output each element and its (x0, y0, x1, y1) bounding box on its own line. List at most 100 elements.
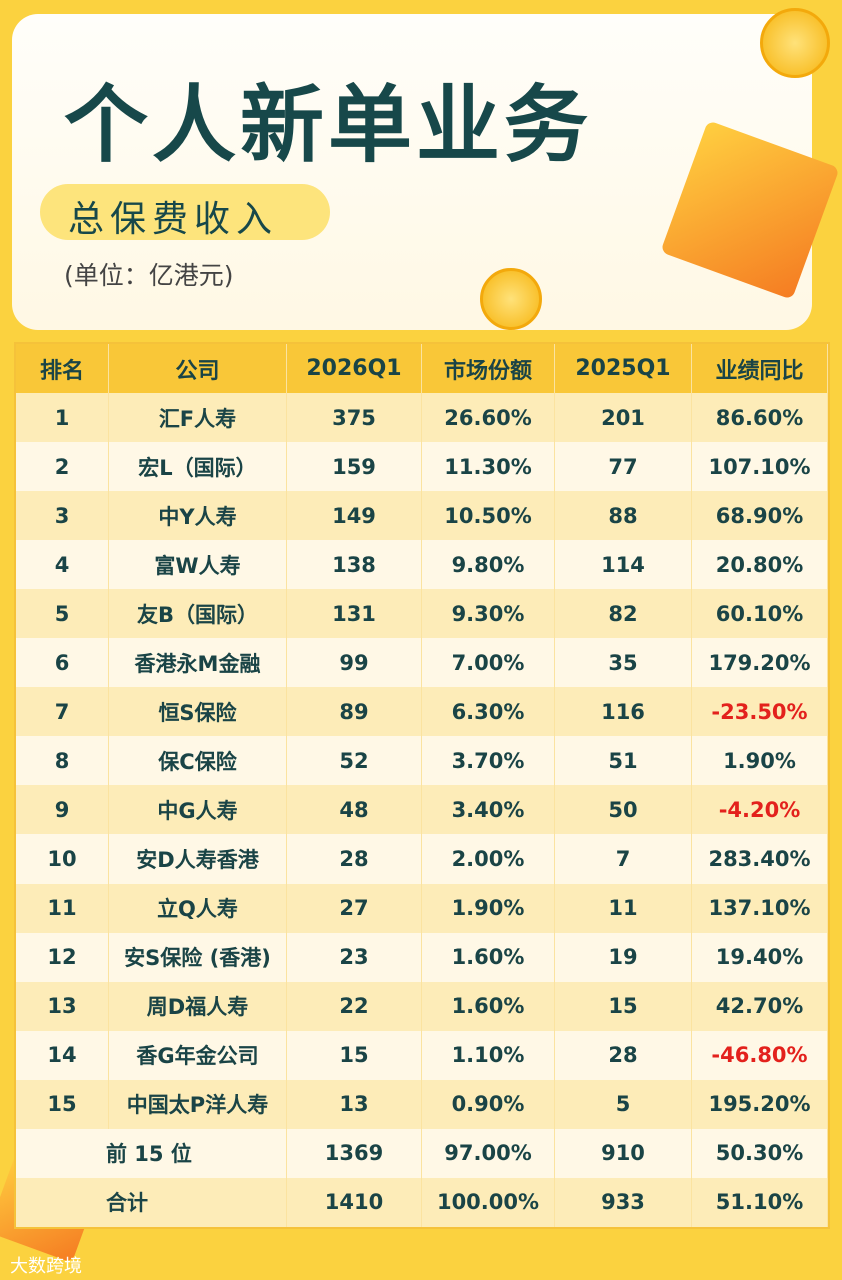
table-cell: -46.80% (692, 1030, 828, 1080)
table-cell: 9.30% (422, 589, 555, 639)
table-cell: 15 (555, 981, 692, 1031)
table-cell: 立Q人寿 (109, 883, 287, 933)
table-cell: 51 (555, 736, 692, 786)
table-row: 12 安S保险 (香港) 23 1.60% 19 19.40% (16, 932, 828, 982)
table-row: 3 中Y人寿 149 10.50% 88 68.90% (16, 491, 828, 541)
table-cell: 保C保险 (109, 736, 287, 786)
table-cell: 6 (16, 638, 109, 688)
table-cell: 22 (287, 981, 422, 1031)
subtitle: 总保费收入 (68, 199, 279, 240)
table-cell: 公司 (109, 344, 287, 394)
table: 排名 公司 2026Q1 市场份额 2025Q1 业绩同比 1 汇F人寿 375 26.60% 20… (14, 342, 830, 1229)
table-cell: 3 (16, 491, 109, 541)
table-cell: 48 (287, 785, 422, 835)
table-cell: 11.30% (422, 442, 555, 492)
table-cell: 5 (16, 589, 109, 639)
table-row: 2 宏L（国际） 159 11.30% 77 107.10% (16, 442, 828, 492)
table-cell: 10 (16, 834, 109, 884)
total-row: 前 15 位 1369 97.00% 910 50.30% (16, 1128, 828, 1178)
table-cell: 富W人寿 (109, 540, 287, 590)
coin (480, 268, 542, 330)
table-cell: 77 (555, 442, 692, 492)
table-cell: 97.00% (422, 1128, 555, 1178)
table-cell: 11 (16, 883, 109, 933)
table-cell: 99 (287, 638, 422, 688)
table-cell: 中G人寿 (109, 785, 287, 835)
title: 个人新单业务 (64, 76, 593, 174)
table-cell: 149 (287, 491, 422, 541)
table-row: 6 香港永M金融 99 7.00% 35 179.20% (16, 638, 828, 688)
table-cell: 28 (555, 1030, 692, 1080)
table-cell: 7 (16, 687, 109, 737)
table-cell: 28 (287, 834, 422, 884)
table-cell: 19.40% (692, 932, 828, 982)
table-cell: 283.40% (692, 834, 828, 884)
table-cell: 50 (555, 785, 692, 835)
table-cell: 恒S保险 (109, 687, 287, 737)
table-cell: 5 (555, 1079, 692, 1129)
table-cell: 88 (555, 491, 692, 541)
table-cell: 周D福人寿 (109, 981, 287, 1031)
table-cell: 14 (16, 1030, 109, 1080)
table-cell: 1.90% (422, 883, 555, 933)
table-cell: 0.90% (422, 1079, 555, 1129)
table-cell: 35 (555, 638, 692, 688)
table-cell: 1 (16, 393, 109, 443)
table-row: 14 香G年金公司 15 1.10% 28 -46.80% (16, 1030, 828, 1080)
table-cell: 前 15 位 (16, 1128, 287, 1178)
table-cell: 香港永M金融 (109, 638, 287, 688)
table-cell: 1.60% (422, 981, 555, 1031)
table-row: 1 汇F人寿 375 26.60% 201 86.60% (16, 393, 828, 443)
table-cell: 201 (555, 393, 692, 443)
table-cell: 排名 (16, 344, 109, 394)
table-cell: 1.10% (422, 1030, 555, 1080)
table-cell: 中国太P洋人寿 (109, 1079, 287, 1129)
table-cell: 375 (287, 393, 422, 443)
table-cell: 9.80% (422, 540, 555, 590)
table-cell: 52 (287, 736, 422, 786)
table-row: 5 友B（国际） 131 9.30% 82 60.10% (16, 589, 828, 639)
table-cell: 安D人寿香港 (109, 834, 287, 884)
table-cell: 7 (555, 834, 692, 884)
table-cell: 60.10% (692, 589, 828, 639)
table-cell: 6.30% (422, 687, 555, 737)
table-cell: -4.20% (692, 785, 828, 835)
subtitle-pill (40, 184, 330, 240)
table-cell: 195.20% (692, 1079, 828, 1129)
table-cell: 114 (555, 540, 692, 590)
table-row: 10 安D人寿香港 28 2.00% 7 283.40% (16, 834, 828, 884)
table-cell: 82 (555, 589, 692, 639)
table-cell: 26.60% (422, 393, 555, 443)
table-cell: 933 (555, 1177, 692, 1227)
table-cell: 1.90% (692, 736, 828, 786)
table-cell: 51.10% (692, 1177, 828, 1227)
table-cell: 138 (287, 540, 422, 590)
table-cell: 137.10% (692, 883, 828, 933)
table-cell: 市场份额 (422, 344, 555, 394)
header-row: 排名 公司 2026Q1 市场份额 2025Q1 业绩同比 (16, 344, 828, 394)
table-cell: 68.90% (692, 491, 828, 541)
table-cell: 107.10% (692, 442, 828, 492)
table-cell: 3.40% (422, 785, 555, 835)
table-cell: 安S保险 (香港) (109, 932, 287, 982)
table-cell: 12 (16, 932, 109, 982)
table-row: 11 立Q人寿 27 1.90% 11 137.10% (16, 883, 828, 933)
table-row: 7 恒S保险 89 6.30% 116 -23.50% (16, 687, 828, 737)
table-cell: 179.20% (692, 638, 828, 688)
table-cell: 业绩同比 (692, 344, 828, 394)
table-cell: 19 (555, 932, 692, 982)
table-cell: 1369 (287, 1128, 422, 1178)
table-cell: 宏L（国际） (109, 442, 287, 492)
table-cell: 10.50% (422, 491, 555, 541)
table-cell: 2.00% (422, 834, 555, 884)
table-row: 8 保C保险 52 3.70% 51 1.90% (16, 736, 828, 786)
coin (760, 8, 830, 78)
table-cell: 15 (287, 1030, 422, 1080)
unit: (单位：亿港元) (64, 261, 234, 290)
watermark: 大数跨境 (10, 1256, 82, 1277)
table-cell: 1410 (287, 1177, 422, 1227)
table-cell: 100.00% (422, 1177, 555, 1227)
table-row: 9 中G人寿 48 3.40% 50 -4.20% (16, 785, 828, 835)
table-cell: 2 (16, 442, 109, 492)
table-cell: 13 (287, 1079, 422, 1129)
